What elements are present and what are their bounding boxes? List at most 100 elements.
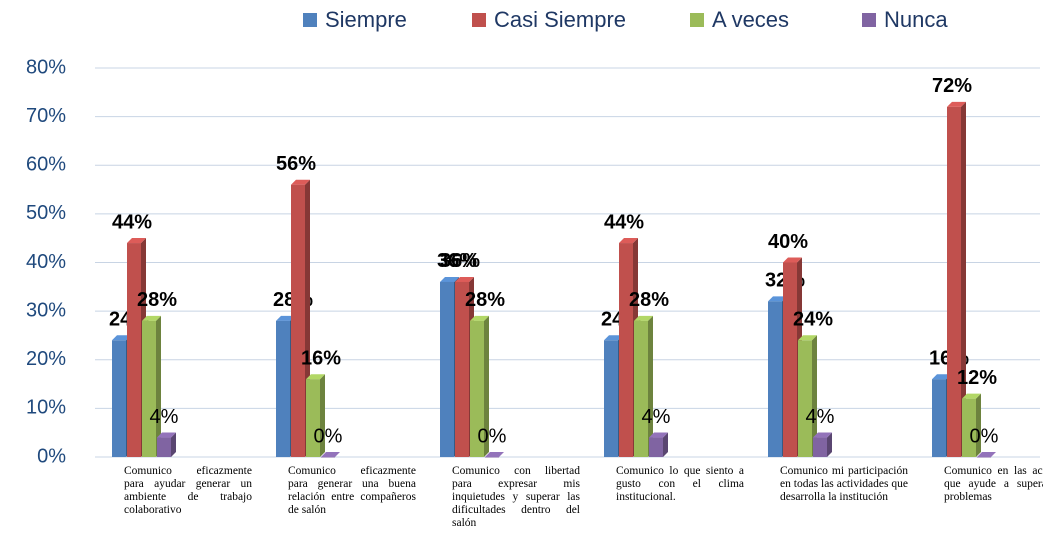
bar-top — [977, 452, 996, 457]
bar — [932, 379, 946, 457]
data-label: 44% — [604, 211, 644, 233]
legend-swatch — [303, 13, 317, 27]
data-label: 4% — [150, 406, 179, 428]
bar-side — [320, 374, 325, 457]
bar-top — [142, 315, 161, 321]
bar — [947, 106, 961, 458]
bar-side — [827, 432, 832, 457]
y-tick-label: 40% — [26, 251, 66, 273]
bar — [634, 320, 648, 457]
y-tick-label: 50% — [26, 202, 66, 224]
bar-top — [127, 238, 146, 244]
bar-top — [291, 179, 310, 185]
legend-swatch — [690, 13, 704, 27]
bar — [619, 243, 633, 457]
bar — [604, 340, 618, 457]
y-tick-label: 20% — [26, 348, 66, 370]
bar — [440, 281, 454, 457]
data-label: 28% — [465, 289, 505, 311]
data-label: 28% — [629, 289, 669, 311]
bar — [306, 379, 320, 457]
bar-top — [455, 276, 474, 282]
data-label: 36% — [440, 250, 480, 272]
data-label: 12% — [957, 367, 997, 389]
bar — [962, 398, 976, 457]
bar — [142, 320, 156, 457]
bar-top — [619, 238, 638, 244]
data-label: 16% — [301, 347, 341, 369]
legend-label: A veces — [712, 7, 789, 32]
legend-label: Casi Siempre — [494, 7, 626, 32]
data-label: 4% — [642, 406, 671, 428]
bar — [470, 320, 484, 457]
bar-side — [171, 432, 176, 457]
data-label: 4% — [806, 406, 835, 428]
data-label: 24% — [793, 309, 833, 331]
x-tick-label: Comunico en las acciones que ayude a sup… — [944, 465, 1043, 503]
data-label: 0% — [314, 425, 343, 447]
bar — [291, 184, 305, 457]
bar-top — [485, 452, 504, 457]
bar — [321, 457, 335, 458]
bar-top — [768, 296, 787, 302]
bar-side — [812, 335, 817, 457]
bar — [455, 281, 469, 457]
bar — [276, 320, 290, 457]
legend-label: Siempre — [325, 7, 407, 32]
bar-top — [440, 276, 459, 282]
legend-swatch — [472, 13, 486, 27]
bar-top — [932, 374, 951, 380]
bar-side — [156, 315, 161, 457]
data-label: 0% — [970, 425, 999, 447]
y-tick-label: 70% — [26, 105, 66, 127]
data-label: 36% — [437, 250, 477, 272]
bar-top — [112, 335, 131, 341]
bar-top — [649, 432, 668, 438]
bar — [798, 340, 812, 457]
bar-top — [947, 101, 966, 107]
data-label: 56% — [276, 153, 316, 175]
x-tick-label: Comunico con libertad para expresar mis … — [452, 465, 580, 529]
bar-top — [157, 432, 176, 438]
y-tick-label: 10% — [26, 397, 66, 419]
bar — [783, 262, 797, 457]
legend-label: Nunca — [884, 7, 948, 32]
data-label: 72% — [932, 75, 972, 97]
bar-top — [634, 315, 653, 321]
data-label: 28% — [137, 289, 177, 311]
y-tick-label: 0% — [37, 445, 66, 467]
bar — [768, 301, 782, 457]
bar — [157, 437, 171, 457]
x-tick-label: Comunico eficazmente para ayudar generar… — [124, 465, 252, 516]
data-label: 44% — [112, 211, 152, 233]
x-tick-label: Comunico mi participación en todas las a… — [780, 465, 908, 503]
bar-top — [604, 335, 623, 341]
bar — [112, 340, 126, 457]
y-tick-label: 60% — [26, 154, 66, 176]
bar — [977, 457, 991, 458]
bar-top — [798, 335, 817, 341]
data-label: 40% — [768, 231, 808, 253]
bar-top — [276, 315, 295, 321]
y-tick-label: 30% — [26, 299, 66, 321]
bar — [813, 437, 827, 457]
bar-top — [470, 315, 489, 321]
bar — [127, 243, 141, 457]
legend-swatch — [862, 13, 876, 27]
bar — [649, 437, 663, 457]
bar-side — [961, 101, 966, 458]
bar-side — [648, 315, 653, 457]
bar-side — [976, 393, 981, 457]
bar-top — [306, 374, 325, 380]
data-label: 0% — [478, 425, 507, 447]
bar-side — [484, 315, 489, 457]
x-tick-label: Comunico eficazmente para generar una bu… — [288, 465, 416, 516]
bar-top — [321, 452, 340, 457]
bar-top — [813, 432, 832, 438]
bar-top — [783, 257, 802, 263]
bar-side — [663, 432, 668, 457]
y-tick-label: 80% — [26, 56, 66, 78]
bar-top — [962, 393, 981, 399]
